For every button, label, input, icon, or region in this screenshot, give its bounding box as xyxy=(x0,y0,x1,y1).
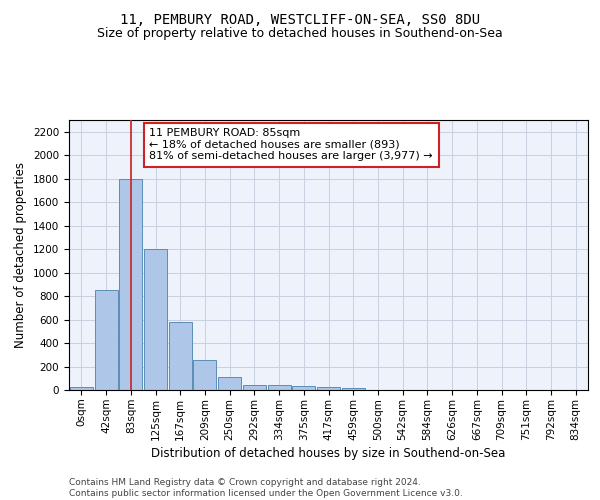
Text: 11 PEMBURY ROAD: 85sqm
← 18% of detached houses are smaller (893)
81% of semi-de: 11 PEMBURY ROAD: 85sqm ← 18% of detached… xyxy=(149,128,433,162)
Bar xyxy=(218,376,241,390)
Text: Contains HM Land Registry data © Crown copyright and database right 2024.
Contai: Contains HM Land Registry data © Crown c… xyxy=(69,478,463,498)
Bar xyxy=(317,387,340,390)
Bar xyxy=(70,387,93,390)
Bar xyxy=(292,386,315,390)
Text: 11, PEMBURY ROAD, WESTCLIFF-ON-SEA, SS0 8DU: 11, PEMBURY ROAD, WESTCLIFF-ON-SEA, SS0 … xyxy=(120,12,480,26)
Bar xyxy=(144,249,167,390)
Bar xyxy=(243,384,266,390)
Bar xyxy=(169,322,192,390)
Text: Size of property relative to detached houses in Southend-on-Sea: Size of property relative to detached ho… xyxy=(97,28,503,40)
Bar xyxy=(119,178,142,390)
Bar xyxy=(193,360,217,390)
X-axis label: Distribution of detached houses by size in Southend-on-Sea: Distribution of detached houses by size … xyxy=(151,446,506,460)
Bar xyxy=(95,290,118,390)
Bar xyxy=(342,388,365,390)
Bar xyxy=(268,384,290,390)
Y-axis label: Number of detached properties: Number of detached properties xyxy=(14,162,28,348)
